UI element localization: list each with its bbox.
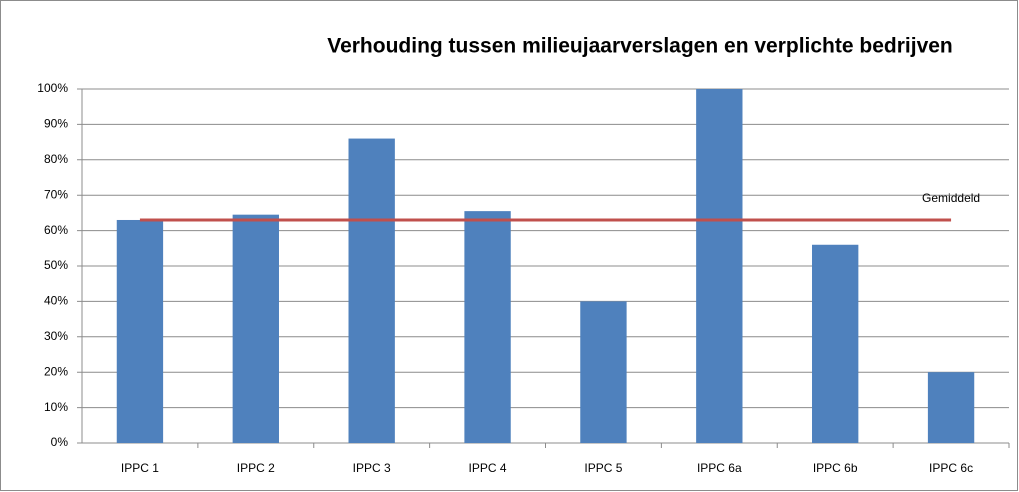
x-tick-label: IPPC 6c — [929, 461, 973, 475]
average-label: Gemiddeld — [922, 191, 980, 205]
bar — [232, 214, 279, 443]
y-tick-label: 20% — [44, 364, 68, 378]
y-tick-label: 30% — [44, 329, 68, 343]
x-tick-label: IPPC 4 — [469, 461, 507, 475]
y-tick-label: 90% — [44, 117, 68, 131]
x-tick-label: IPPC 1 — [121, 461, 159, 475]
y-tick-label: 40% — [44, 294, 68, 308]
bar — [464, 211, 511, 443]
y-tick-label: 50% — [44, 258, 68, 272]
y-tick-label: 10% — [44, 400, 68, 414]
y-tick-label: 70% — [44, 187, 68, 201]
y-tick-label: 60% — [44, 223, 68, 237]
y-tick-label: 80% — [44, 152, 68, 166]
bar — [580, 301, 627, 443]
x-tick-label: IPPC 2 — [237, 461, 275, 475]
x-tick-label: IPPC 5 — [584, 461, 622, 475]
x-tick-label: IPPC 3 — [353, 461, 391, 475]
bar — [116, 219, 164, 443]
y-tick-label: 0% — [51, 435, 69, 449]
bar — [927, 372, 975, 443]
x-tick-label: IPPC 6b — [813, 461, 858, 475]
y-tick-label: 100% — [37, 81, 68, 95]
bar — [348, 138, 395, 443]
chart-title: Verhouding tussen milieujaarverslagen en… — [327, 35, 953, 58]
bar — [696, 89, 743, 443]
bar — [812, 244, 859, 443]
x-tick-label: IPPC 6a — [697, 461, 742, 475]
